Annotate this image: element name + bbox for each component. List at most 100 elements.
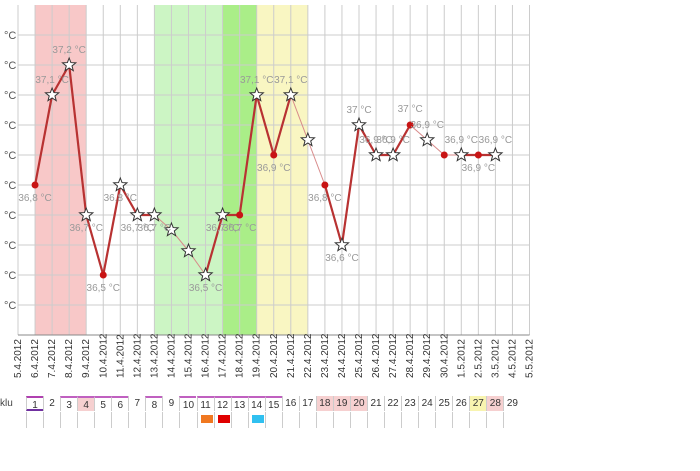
cycle-day-cell[interactable]: 5 [94,396,112,411]
cycle-marker-cell [281,412,299,428]
dot-marker [236,211,244,219]
x-tick-label: 2.5.2012 [473,339,484,378]
cycle-day-cell[interactable]: 3 [60,396,78,411]
cycle-day-cell[interactable]: 20 [349,396,367,411]
star-marker [248,86,265,102]
cycle-marker-cell [486,412,503,428]
cycle-day-cell[interactable]: 17 [298,396,316,411]
cycle-day-cell[interactable]: 24 [418,396,436,411]
x-tick-label: 17.4.2012 [218,333,229,378]
x-tick-label: 8.4.2012 [64,339,75,378]
data-label: 36,9 °C [462,163,495,174]
cycle-event-marker [251,415,264,423]
data-label: 37,2 °C [52,45,85,56]
cycle-marker-cell [452,412,469,428]
cycle-day-cell[interactable]: 19 [332,396,350,411]
star-marker [368,146,385,162]
series-line-segment [255,94,275,156]
cycle-marker-cell [213,412,231,428]
data-label: 37,1 °C [274,75,307,86]
x-tick-label: 22.4.2012 [303,333,314,378]
cycle-marker-cell [247,412,265,428]
y-tick-label: °C [4,180,16,192]
dot-marker [99,271,107,279]
cycle-day-cell[interactable]: 7 [128,396,146,411]
y-tick-label: °C [4,240,16,252]
cycle-marker-cell [43,412,60,428]
x-tick-label: 28.4.2012 [405,333,416,378]
x-tick-label: 11.4.2012 [115,334,126,378]
cycle-day-cell[interactable]: 9 [162,396,180,411]
cycle-marker-cell [298,412,316,428]
cycle-day-cell[interactable]: 14 [247,396,265,411]
y-tick-label: °C [4,150,16,162]
cycle-day-cell[interactable]: 25 [435,396,453,411]
series-line-segment [290,94,309,141]
cycle-marker-cell [196,412,214,428]
star-marker [419,131,436,147]
y-tick-label: °C [4,90,16,102]
star-marker [180,242,197,258]
dot-marker [31,181,39,189]
data-label: 36,5 °C [87,283,120,294]
cycle-day-cell[interactable]: 26 [452,396,470,411]
series-line-segment [204,214,224,276]
cycle-marker-cell [384,412,401,428]
x-tick-label: 14.4.2012 [166,333,177,378]
series-line-segment [85,214,105,276]
cycle-day-cell[interactable]: 6 [111,396,129,411]
cycle-day-cell[interactable]: 11 [196,396,214,411]
dot-marker [440,151,448,159]
x-tick-label: 21.4.2012 [286,333,297,378]
x-tick-label: 5.5.2012 [525,339,536,378]
cycle-event-marker [217,415,230,423]
cycle-day-cell[interactable]: 10 [179,396,197,411]
cycle-marker-cell [418,412,435,428]
x-tick-label: 19.4.2012 [252,333,263,378]
cycle-day-cell[interactable]: 27 [469,396,487,411]
cycle-day-cell[interactable]: 18 [315,396,333,411]
cycle-marker-cell [179,412,196,428]
cycle-day-cell[interactable]: 4 [77,396,95,411]
cycle-marker-cell [264,412,282,428]
star-marker [61,56,78,72]
cycle-marker-cell [77,412,94,428]
x-tick-label: 18.4.2012 [235,333,246,378]
star-marker [385,146,402,162]
cycle-day-cell[interactable]: 28 [486,396,504,411]
x-tick-label: 1.5.2012 [456,339,467,378]
dot-marker [270,151,278,159]
x-tick-label: 23.4.2012 [320,333,331,378]
x-tick-label: 27.4.2012 [388,333,399,378]
cycle-day-cell[interactable]: 2 [43,396,61,411]
x-tick-label: 20.4.2012 [269,333,280,378]
star-marker [78,206,95,222]
star-marker [197,266,214,282]
temperature-chart: °C °C °C °C °C °C °C °C °C °C 5.4.2012 6.4.2012 7.4.… [4,5,536,378]
cycle-day-cell[interactable]: 29 [503,396,521,411]
x-tick-label: 25.4.2012 [354,333,365,378]
data-label: 36,7 °C [138,223,171,234]
star-marker [351,116,367,132]
cycle-day-cell[interactable]: 8 [145,396,163,411]
series-line-segment [68,64,88,216]
y-tick-label: °C [4,300,16,312]
cycle-day-cell[interactable]: 23 [401,396,419,411]
cycle-day-cell[interactable]: 22 [384,396,402,411]
cycle-day-cell[interactable]: 16 [281,396,299,411]
cycle-day-cell[interactable]: 21 [367,396,385,411]
data-label: 37,1 °C [240,75,273,86]
dot-marker [321,181,329,189]
x-tick-label: 15.4.2012 [184,333,195,378]
series-line-segment [323,184,344,246]
cycle-day-cell[interactable]: 13 [230,396,248,411]
star-marker [112,176,129,192]
cycle-marker-cell [332,412,350,428]
cycle-day-cell[interactable]: 12 [213,396,231,411]
data-label: 36,8 °C [308,193,341,204]
cycle-day-cell[interactable]: 1 [26,396,44,411]
cycle-day-cell[interactable]: 15 [264,396,282,411]
x-tick-label: 24.4.2012 [337,333,348,378]
y-tick-label: °C [4,30,16,42]
cycle-marker-cell [315,412,333,428]
